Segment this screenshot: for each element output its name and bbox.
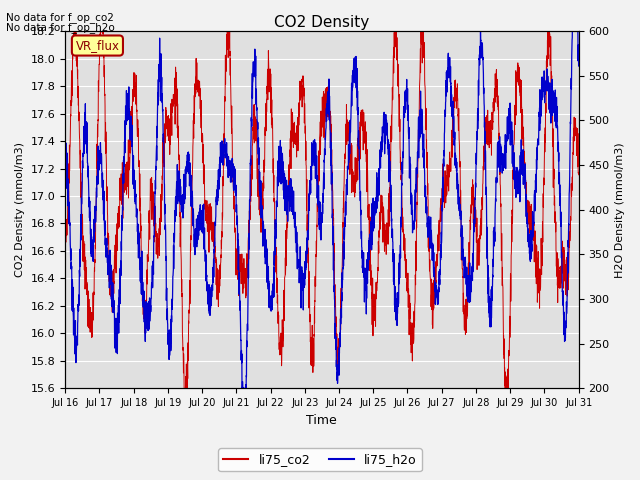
Text: VR_flux: VR_flux [76,39,120,52]
Legend: li75_co2, li75_h2o: li75_co2, li75_h2o [218,448,422,471]
Title: CO2 Density: CO2 Density [275,15,369,30]
Y-axis label: CO2 Density (mmol/m3): CO2 Density (mmol/m3) [15,142,25,277]
X-axis label: Time: Time [307,414,337,427]
Text: No data for f_op_h2o: No data for f_op_h2o [6,22,115,33]
Y-axis label: H2O Density (mmol/m3): H2O Density (mmol/m3) [615,142,625,277]
Text: No data for f_op_co2: No data for f_op_co2 [6,12,115,23]
